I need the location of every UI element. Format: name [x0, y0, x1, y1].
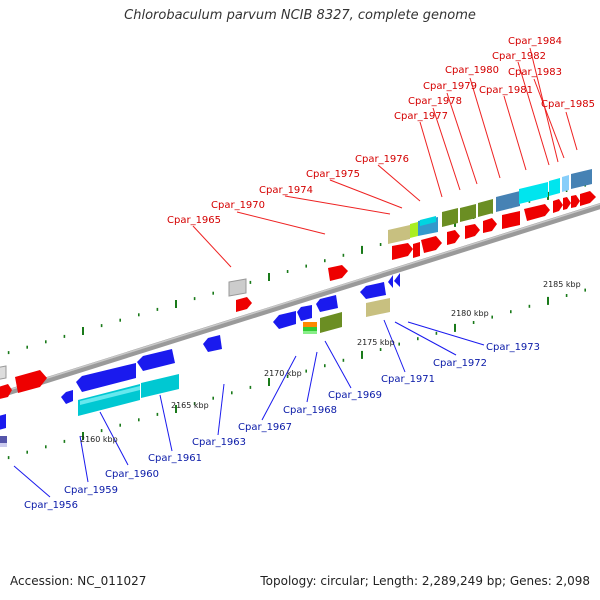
gene-arrow[interactable] [273, 311, 296, 329]
leader-lines [13, 47, 578, 498]
gene-arrow[interactable] [61, 390, 73, 404]
gene-label[interactable]: Cpar_1973 [486, 342, 540, 353]
gene-arrow[interactable] [303, 331, 317, 334]
gene-arrow[interactable] [303, 322, 317, 327]
map-title: Chlorobaculum parvum NCIB 8327, complete… [124, 8, 476, 23]
gene-arrow[interactable] [0, 436, 7, 444]
scale-label: 2180 kbp [451, 309, 489, 318]
gene-arrow[interactable] [413, 242, 420, 258]
gene-arrow[interactable] [366, 298, 390, 317]
gene-arrow[interactable] [519, 182, 548, 204]
gene-label[interactable]: Cpar_1977 [394, 111, 448, 122]
gene-arrow[interactable] [549, 178, 560, 196]
gene-arrow[interactable] [320, 312, 342, 333]
gene-label[interactable]: Cpar_1979 [423, 81, 477, 92]
top-gene-labels: Cpar_1965 Cpar_1970 Cpar_1974 Cpar_1975 … [167, 36, 595, 226]
backbone [0, 203, 600, 398]
gene-label[interactable]: Cpar_1960 [105, 469, 159, 480]
gene-arrow[interactable] [563, 197, 571, 210]
gene-label[interactable]: Cpar_1976 [355, 154, 409, 165]
gene-arrow[interactable] [76, 363, 136, 392]
gene-arrow[interactable] [562, 175, 569, 192]
gene-arrow[interactable] [0, 384, 12, 400]
gene-label[interactable]: Cpar_1982 [492, 51, 546, 62]
gene-label[interactable]: Cpar_1983 [508, 67, 562, 78]
gene-label[interactable]: Cpar_1956 [24, 500, 78, 511]
gene-arrow[interactable] [410, 222, 418, 238]
gene-arrow[interactable] [137, 349, 175, 371]
gene-label[interactable]: Cpar_1969 [328, 390, 382, 401]
gene-label[interactable]: Cpar_1978 [408, 96, 462, 107]
gene-label[interactable]: Cpar_1971 [381, 374, 435, 385]
gene-label[interactable]: Cpar_1961 [148, 453, 202, 464]
gene-arrow[interactable] [460, 204, 476, 222]
gene-arrow[interactable] [421, 236, 442, 253]
gene-arrow[interactable] [553, 199, 563, 213]
scale-label: 2185 kbp [543, 280, 581, 289]
gene-arrow[interactable] [571, 169, 592, 189]
gene-arrow[interactable] [0, 443, 7, 447]
gene-arrow[interactable] [15, 370, 47, 393]
gene-arrow[interactable] [447, 230, 460, 245]
gene-arrow[interactable] [465, 224, 480, 239]
gene-arrow[interactable] [442, 208, 458, 227]
gene-arrow[interactable] [303, 327, 317, 331]
gene-arrow[interactable] [524, 204, 550, 221]
gene-arrow[interactable] [420, 216, 436, 226]
gene-arrow[interactable] [236, 297, 252, 312]
gene-arrow[interactable] [228, 278, 247, 297]
gene-arrow[interactable] [360, 282, 386, 299]
gene-arrow[interactable] [388, 275, 393, 288]
reverse-genes [0, 273, 400, 447]
gene-label[interactable]: Cpar_1985 [541, 99, 595, 110]
gene-arrow[interactable] [580, 191, 596, 206]
gene-label[interactable]: Cpar_1984 [508, 36, 562, 47]
gene-label[interactable]: Cpar_1959 [64, 485, 118, 496]
scale-labels: 2160 kbp 2165 kbp 2170 kbp 2175 kbp 2180… [80, 280, 581, 444]
gene-label[interactable]: Cpar_1974 [259, 185, 313, 196]
gene-arrow[interactable] [203, 335, 222, 352]
scale-label: 2170 kbp [264, 369, 302, 378]
gene-label[interactable]: Cpar_1963 [192, 437, 246, 448]
gene-arrow[interactable] [141, 374, 179, 398]
gene-label[interactable]: Cpar_1970 [211, 200, 265, 211]
gene-label[interactable]: Cpar_1972 [433, 358, 487, 369]
gene-arrow[interactable] [328, 265, 348, 281]
gene-arrow[interactable] [502, 211, 520, 229]
gene-label[interactable]: Cpar_1980 [445, 65, 499, 76]
gene-label[interactable]: Cpar_1981 [479, 85, 533, 96]
bottom-gene-labels: Cpar_1956 Cpar_1959 Cpar_1960 Cpar_1961 … [24, 342, 540, 511]
scale-label: 2165 kbp [171, 401, 209, 410]
gene-label[interactable]: Cpar_1965 [167, 215, 221, 226]
gene-arrow[interactable] [0, 365, 7, 380]
gene-arrow[interactable] [394, 273, 400, 287]
gene-label[interactable]: Cpar_1968 [283, 405, 337, 416]
scale-label: 2160 kbp [80, 435, 118, 444]
gene-arrow[interactable] [496, 191, 520, 212]
gene-arrow[interactable] [478, 199, 493, 217]
gene-arrow[interactable] [316, 295, 338, 312]
gene-label[interactable]: Cpar_1967 [238, 422, 292, 433]
gene-arrow[interactable] [297, 305, 312, 321]
gene-arrow[interactable] [388, 225, 410, 244]
gene-arrow[interactable] [571, 195, 580, 208]
forward-genes [0, 169, 596, 400]
genome-summary-text: Topology: circular; Length: 2,289,249 bp… [260, 574, 590, 588]
gene-label[interactable]: Cpar_1975 [306, 169, 360, 180]
accession-text: Accession: NC_011027 [10, 574, 147, 588]
gene-arrow[interactable] [0, 414, 6, 431]
gene-arrow[interactable] [392, 243, 413, 260]
gene-arrow[interactable] [80, 386, 140, 405]
gene-arrow[interactable] [483, 218, 497, 233]
scale-label: 2175 kbp [357, 338, 395, 347]
